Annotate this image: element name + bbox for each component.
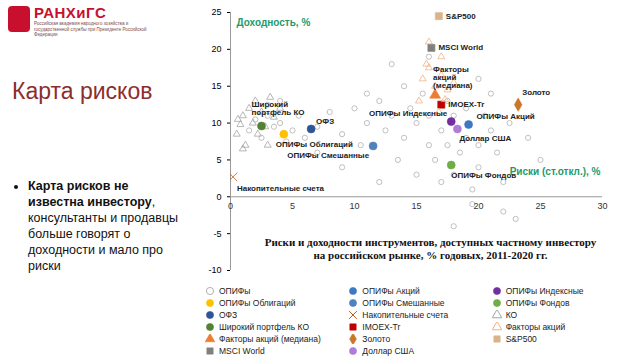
html-text:РАНХиГС: РАНХиГС (34, 4, 107, 21)
svg-text:Доходность, %: Доходность, % (237, 17, 311, 28)
svg-text:Широкийпортфель КО: Широкийпортфель КО (252, 100, 305, 117)
svg-text:-10: -10 (208, 265, 221, 275)
svg-text:25: 25 (211, 7, 221, 17)
svg-text:-5: -5 (213, 229, 221, 239)
svg-text:ОПИФы Индексные: ОПИФы Индексные (369, 109, 448, 118)
html-text:Российская академия народного: Российская академия народного хозяйства … (34, 21, 147, 37)
svg-text:10: 10 (211, 118, 221, 128)
html-text:Факторы акций (медиана): Факторы акций (медиана) (219, 333, 321, 344)
html-text:MSCI World: MSCI World (219, 345, 265, 356)
svg-text:ОФЗ: ОФЗ (316, 117, 334, 126)
svg-text:Доллар США: Доллар США (459, 134, 511, 143)
svg-text:5: 5 (216, 155, 221, 165)
svg-text:20: 20 (473, 201, 483, 211)
html-text:КО: КО (505, 309, 518, 320)
html-text:Доллар США: Доллар США (362, 345, 415, 356)
html-text:Риски и доходности инструменто: Риски и доходности инструментов, доступн… (264, 236, 597, 261)
svg-text:MSCI World: MSCI World (438, 43, 483, 52)
html-text:ОПИФы Облигаций: ОПИФы Облигаций (219, 297, 296, 308)
svg-text:15: 15 (411, 201, 421, 211)
svg-text:5: 5 (290, 201, 295, 211)
svg-text:ОПИФы Смешанные: ОПИФы Смешанные (287, 151, 369, 160)
svg-text:Риски (ст.откл.), %: Риски (ст.откл.), % (510, 166, 601, 177)
svg-text:30: 30 (597, 201, 607, 211)
svg-text:ОПИФы Облигаций: ОПИФы Облигаций (276, 140, 353, 149)
html-text:Факторы акций: Факторы акций (505, 321, 566, 332)
svg-text:IMOEX-Tr: IMOEX-Tr (448, 100, 484, 109)
svg-text:Золото: Золото (522, 88, 550, 97)
html-text:S&P500: S&P500 (505, 333, 537, 344)
html-text:Широкий портфель КО: Широкий портфель КО (219, 321, 309, 332)
svg-text:ОПИФы Фондов: ОПИФы Фондов (451, 171, 516, 180)
html-text:ОПИФы Акций: ОПИФы Акций (362, 285, 420, 296)
svg-text:ОПИФы Акций: ОПИФы Акций (477, 112, 535, 121)
svg-text:0: 0 (216, 192, 221, 202)
html-text:ОФЗ: ОФЗ (219, 309, 238, 320)
html-text:Накопительные счета: Накопительные счета (362, 309, 449, 320)
html-text:ОПИФы Смешанные: ОПИФы Смешанные (362, 297, 445, 308)
html-text:Карта рисков: Карта рисков (12, 78, 153, 104)
html-text:IMOEX-Tr: IMOEX-Tr (362, 321, 401, 332)
html-text:Золото: Золото (362, 333, 391, 344)
html-text:ОПИФы Индексные: ОПИФы Индексные (505, 285, 584, 296)
html-text:ОПИФы: ОПИФы (219, 285, 251, 296)
svg-text:25: 25 (535, 201, 545, 211)
svg-text:S&P500: S&P500 (446, 12, 476, 21)
svg-text:Факторыакций(медиана): Факторыакций(медиана) (433, 65, 473, 90)
svg-text:10: 10 (349, 201, 359, 211)
html-text:Карта рисков не известна инвес: Карта рисков не известна инвестору, конс… (28, 179, 178, 273)
svg-text:20: 20 (211, 44, 221, 54)
svg-text:Накопительные счета: Накопительные счета (237, 184, 325, 193)
svg-text:0: 0 (228, 201, 233, 211)
html-text:ОПИФы Фондов: ОПИФы Фондов (505, 297, 570, 308)
svg-text:15: 15 (211, 81, 221, 91)
